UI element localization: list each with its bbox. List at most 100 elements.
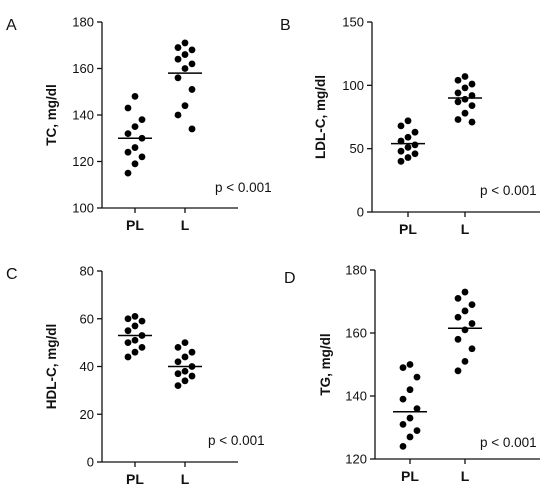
data-point bbox=[188, 86, 196, 93]
y-axis-label: HDL-C, mg/dl bbox=[44, 324, 59, 410]
data-point bbox=[461, 288, 469, 296]
x-category-label: L bbox=[461, 221, 470, 237]
data-point bbox=[404, 144, 412, 151]
data-point bbox=[138, 153, 146, 161]
x-category-label: L bbox=[181, 471, 190, 487]
data-point bbox=[124, 169, 132, 177]
panel-letter: D bbox=[284, 270, 296, 287]
data-point bbox=[174, 358, 182, 366]
data-point bbox=[181, 367, 189, 375]
x-category-label: PL bbox=[401, 468, 419, 484]
y-axis-label: LDL-C, mg/dl bbox=[313, 75, 328, 159]
y-tick-label: 0 bbox=[87, 455, 94, 470]
panel-letter: C bbox=[6, 266, 18, 283]
y-tick-label: 150 bbox=[342, 15, 364, 30]
data-point bbox=[404, 154, 412, 161]
data-point bbox=[124, 327, 132, 335]
panel-b: B LDL-C, mg/dl 0 50 100 150 PL Lp < 0.001 bbox=[280, 15, 540, 237]
panel-letter: B bbox=[280, 17, 291, 34]
x-category-label: PL bbox=[126, 217, 144, 233]
x-category-label: PL bbox=[126, 471, 144, 487]
p-value-annotation: p < 0.001 bbox=[480, 435, 537, 450]
data-point bbox=[181, 51, 189, 58]
data-point bbox=[124, 353, 132, 361]
data-point bbox=[181, 353, 189, 361]
y-axis-label: TC, mg/dl bbox=[44, 84, 59, 146]
y-tick-label: 160 bbox=[72, 61, 94, 76]
data-point bbox=[138, 116, 146, 124]
p-value-annotation: p < 0.001 bbox=[208, 433, 265, 448]
data-point bbox=[461, 84, 469, 92]
data-point bbox=[454, 294, 462, 302]
x-category-label: L bbox=[181, 217, 190, 233]
y-tick-label: 50 bbox=[350, 141, 364, 156]
data-point bbox=[454, 98, 462, 106]
data-point bbox=[131, 160, 139, 168]
data-point bbox=[188, 372, 196, 380]
data-point bbox=[181, 39, 189, 47]
data-point bbox=[461, 357, 469, 365]
y-tick-label: 60 bbox=[80, 311, 94, 326]
data-point bbox=[399, 395, 407, 403]
data-point bbox=[181, 102, 189, 110]
data-point bbox=[411, 141, 419, 149]
data-point bbox=[454, 313, 462, 321]
data-point bbox=[406, 414, 414, 422]
data-point bbox=[468, 80, 476, 88]
data-point bbox=[461, 73, 469, 80]
data-point bbox=[124, 339, 132, 347]
panel-letter: A bbox=[6, 17, 17, 34]
data-point bbox=[413, 405, 421, 412]
data-point bbox=[174, 55, 182, 63]
data-point bbox=[397, 157, 405, 165]
data-point bbox=[454, 335, 462, 343]
data-point bbox=[124, 315, 132, 323]
data-point bbox=[174, 111, 182, 119]
data-point bbox=[461, 326, 469, 334]
data-point bbox=[413, 373, 421, 381]
data-point bbox=[138, 344, 146, 351]
data-point bbox=[461, 109, 469, 117]
data-point bbox=[413, 427, 421, 435]
data-point bbox=[406, 433, 414, 441]
data-point bbox=[468, 92, 476, 99]
y-tick-label: 180 bbox=[72, 15, 94, 30]
data-point bbox=[131, 123, 139, 131]
data-point bbox=[131, 322, 139, 330]
data-point bbox=[188, 348, 196, 356]
data-point bbox=[411, 128, 419, 136]
data-point bbox=[399, 443, 407, 450]
data-point bbox=[131, 336, 139, 344]
data-point bbox=[411, 150, 419, 158]
y-tick-label: 80 bbox=[80, 264, 94, 279]
data-point bbox=[174, 382, 182, 389]
data-point bbox=[404, 117, 412, 125]
data-point bbox=[399, 364, 407, 372]
y-tick-label: 0 bbox=[357, 205, 364, 220]
panel-a: A TC, mg/dl 100 120 140 160 180 PL Lp < 0.001 bbox=[6, 15, 272, 234]
data-point bbox=[188, 60, 196, 68]
data-point bbox=[138, 317, 146, 325]
y-tick-label: 20 bbox=[80, 407, 94, 422]
data-point bbox=[404, 133, 412, 141]
data-point bbox=[397, 122, 405, 130]
data-point bbox=[131, 348, 139, 356]
p-value-annotation: p < 0.001 bbox=[215, 180, 272, 195]
data-point bbox=[174, 370, 182, 378]
data-point bbox=[454, 116, 462, 123]
data-point bbox=[174, 74, 182, 82]
data-point bbox=[131, 312, 139, 320]
y-tick-label: 120 bbox=[72, 154, 94, 169]
y-tick-label: 160 bbox=[345, 326, 367, 341]
data-point bbox=[468, 345, 476, 353]
data-point bbox=[131, 93, 139, 100]
data-point bbox=[454, 367, 462, 375]
data-point bbox=[181, 339, 189, 347]
data-point bbox=[399, 420, 407, 428]
data-point bbox=[181, 65, 189, 72]
y-tick-label: 100 bbox=[342, 78, 364, 93]
data-point bbox=[174, 44, 182, 51]
data-point bbox=[124, 130, 132, 138]
y-axis-label: TG, mg/dl bbox=[318, 333, 333, 395]
